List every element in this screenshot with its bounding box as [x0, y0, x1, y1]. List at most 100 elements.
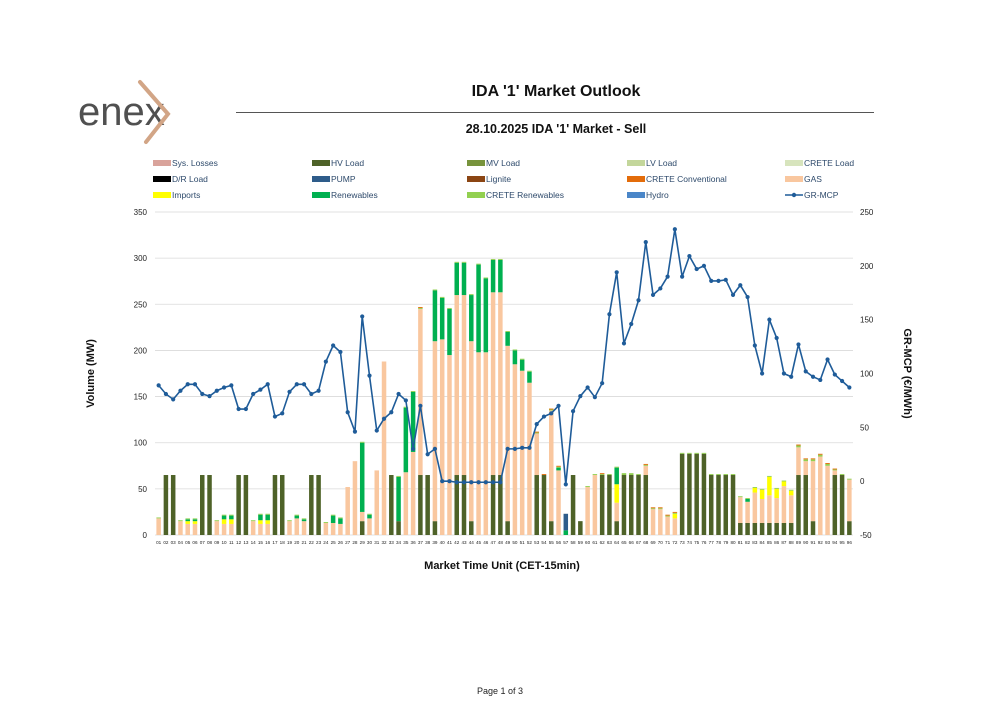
bar-gas — [374, 470, 380, 535]
bar-renewables — [432, 290, 438, 342]
bar-renewables — [469, 295, 474, 342]
x-tick-label: 93 — [825, 540, 831, 545]
bar-crete-renewables — [505, 331, 510, 332]
axes: 050100150200250300350-500501001502002500… — [85, 208, 913, 572]
mcp-point — [847, 385, 852, 390]
x-tick-label: 77 — [709, 540, 715, 545]
bar-crete-renewables — [796, 445, 801, 448]
bar-crete-renewables — [781, 480, 787, 482]
bar-crete-renewables — [658, 508, 663, 510]
bar-gas — [672, 518, 678, 535]
mcp-point — [694, 266, 699, 272]
bar-imports — [752, 487, 758, 493]
bar-imports — [781, 481, 787, 487]
x-tick-label: 02 — [163, 540, 169, 545]
x-tick-label: 80 — [730, 540, 736, 545]
bar-gas — [418, 308, 423, 476]
bar-crete-renewables — [832, 469, 838, 471]
bar-hv-load — [541, 475, 547, 535]
bar-crete-renewables — [788, 489, 794, 491]
bar-crete-renewables — [483, 277, 489, 279]
mcp-point — [512, 446, 518, 451]
bar-crete-conventional — [818, 453, 823, 455]
bar-gas — [381, 361, 387, 535]
bar-gas — [745, 501, 750, 524]
bar-gas — [519, 370, 525, 535]
bar-gas — [556, 470, 561, 535]
bar-renewables — [258, 514, 263, 521]
x-tick-label: 14 — [251, 540, 257, 545]
legend-swatch-lv-load — [627, 160, 645, 166]
bar-hv-load — [425, 475, 430, 535]
bar-crete-renewables — [716, 474, 721, 476]
x-tick-label: 49 — [505, 540, 511, 545]
mcp-point — [621, 341, 627, 346]
y2-tick-label: 0 — [860, 477, 865, 486]
mcp-point — [709, 278, 714, 284]
bar-gas — [410, 451, 416, 535]
bar-renewables — [301, 519, 307, 522]
mcp-point — [774, 335, 779, 341]
mcp-point — [636, 298, 641, 303]
bar-renewables — [512, 350, 518, 365]
bar-crete-renewables — [665, 515, 670, 517]
bar-crete-conventional — [650, 507, 656, 509]
mcp-point — [578, 394, 583, 399]
bar-crete-renewables — [439, 296, 445, 298]
logo-text: enex — [78, 90, 165, 134]
bar-hv-load — [170, 475, 176, 535]
y2-tick-label: 250 — [860, 208, 874, 217]
x-tick-label: 32 — [381, 540, 387, 545]
x-tick-label: 28 — [352, 540, 358, 545]
bar-gas — [643, 465, 649, 476]
bar-hv-load — [578, 521, 583, 535]
legend-label-mv-load: MV Load — [486, 158, 520, 168]
legend-label-pump: PUMP — [331, 174, 356, 184]
bar-gas — [258, 523, 263, 535]
bar-hv-load — [738, 523, 743, 535]
y-tick-label: 150 — [134, 393, 148, 402]
bar-hv-load — [236, 475, 241, 535]
x-tick-label: 45 — [476, 540, 482, 545]
bar-renewables — [556, 467, 561, 471]
x-tick-label: 06 — [192, 540, 198, 545]
chart-title: 28.10.2025 IDA '1' Market - Sell — [465, 122, 647, 136]
legend-swatch-imports — [153, 192, 171, 198]
bar-gas — [781, 486, 787, 524]
y2-tick-label: 150 — [860, 316, 874, 325]
x-tick-label: 36 — [411, 540, 417, 545]
x-tick-label: 47 — [491, 540, 497, 545]
bar-gas — [658, 509, 663, 535]
bar-crete-renewables — [810, 459, 816, 462]
bar-renewables — [229, 515, 234, 520]
bar-hv-load — [694, 453, 699, 535]
x-tick-label: 18 — [280, 540, 286, 545]
x-tick-label: 76 — [701, 540, 707, 545]
mcp-point — [585, 385, 590, 390]
bar-hv-load — [432, 521, 438, 535]
x-tick-label: 81 — [738, 540, 744, 545]
bar-crete-renewables — [650, 508, 656, 510]
mcp-point — [810, 374, 816, 379]
bar-gas — [185, 523, 190, 535]
bar-hv-load — [207, 475, 212, 535]
bar-crete-renewables — [250, 520, 256, 522]
bar-crete-renewables — [701, 452, 707, 454]
x-tick-label: 15 — [258, 540, 264, 545]
mcp-point — [738, 283, 743, 288]
bar-renewables — [454, 262, 459, 296]
bar-hv-load — [847, 521, 852, 535]
y-tick-label: 300 — [134, 254, 148, 263]
x-tick-label: 42 — [454, 540, 460, 545]
bar-gas — [825, 465, 830, 535]
bar-crete-renewables — [599, 474, 605, 476]
x-tick-label: 70 — [658, 540, 664, 545]
bar-gas — [352, 461, 358, 535]
x-tick-label: 35 — [403, 540, 409, 545]
x-tick-label: 50 — [512, 540, 518, 545]
y2-tick-label: 100 — [860, 370, 874, 379]
page-title: IDA '1' Market Outlook — [471, 83, 641, 100]
mcp-line — [156, 227, 852, 487]
bar-crete-renewables — [469, 294, 474, 296]
